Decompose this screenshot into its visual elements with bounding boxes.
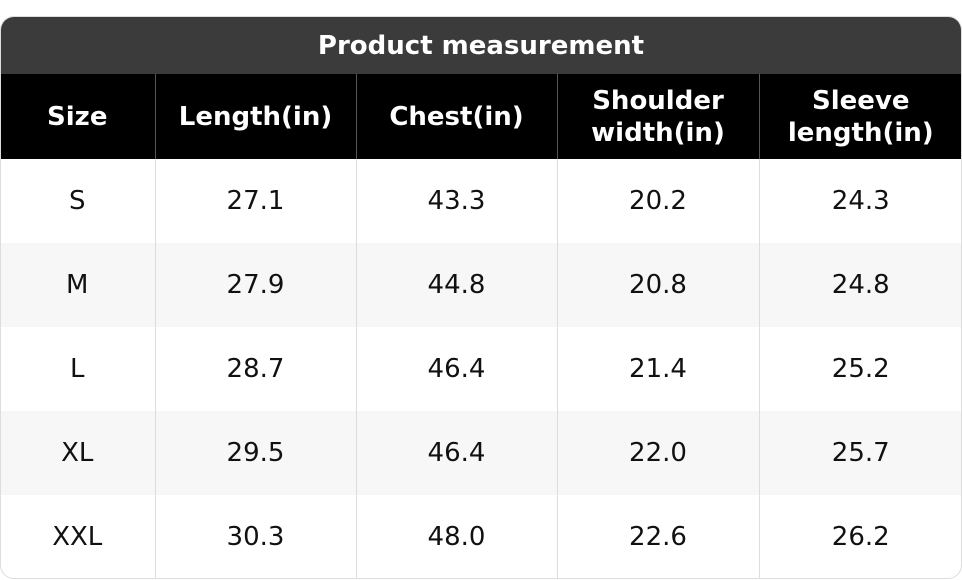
table-cell: L [70, 354, 85, 384]
table-cell: 20.8 [556, 243, 759, 327]
table-cell: 46.4 [355, 411, 557, 495]
table-cell: 27.9 [154, 243, 356, 327]
table-cell: 21.4 [556, 327, 759, 411]
table-body: S 27.1 43.3 20.2 24.3 M 27.9 44.8 20.8 24.8 L 28.7 4… [1, 159, 961, 578]
table-row: XXL 30.3 48.0 22.6 26.2 [1, 495, 961, 578]
table-cell: 22.0 [556, 411, 759, 495]
column-header: Size [1, 74, 155, 159]
table-cell: 30.3 [154, 495, 356, 578]
table-title: Product measurement [1, 17, 961, 74]
table-cell: 26.2 [758, 495, 961, 578]
table-cell: 22.6 [556, 495, 759, 578]
table-cell: XXL [52, 522, 103, 552]
table-cell: 48.0 [355, 495, 557, 578]
column-header: Shoulder width(in) [556, 74, 759, 159]
table-row: M 27.9 44.8 20.8 24.8 [1, 243, 961, 327]
table-cell: 43.3 [355, 159, 557, 243]
table-cell: 24.8 [758, 243, 961, 327]
table-row: L 28.7 46.4 21.4 25.2 [1, 327, 961, 411]
table-cell: 27.1 [154, 159, 356, 243]
column-header: Length(in) [154, 74, 356, 159]
table-cell: 28.7 [154, 327, 356, 411]
table-cell: 46.4 [355, 327, 557, 411]
table-row: S 27.1 43.3 20.2 24.3 [1, 159, 961, 243]
table-cell: XL [1, 411, 155, 495]
table-cell: 25.7 [758, 411, 961, 495]
table-cell: 20.2 [556, 159, 759, 243]
column-header: Chest(in) [355, 74, 557, 159]
table-cell: M [1, 243, 155, 327]
table-row: XL 29.5 46.4 22.0 25.7 [1, 411, 961, 495]
table-cell: 29.5 [154, 411, 356, 495]
table-cell: S [68, 186, 86, 216]
table-cell: 24.3 [758, 159, 961, 243]
measurement-card: Product measurement Size Length(in) Chest(… [0, 16, 962, 579]
table-cell: 25.2 [758, 327, 961, 411]
header-row: Size Length(in) Chest(in) Shoulder width(in… [1, 74, 961, 159]
column-header: Sleeve length(in) [758, 74, 961, 159]
size-table: Size Length(in) Chest(in) Shoulder width(in… [1, 74, 961, 578]
table-cell: 44.8 [355, 243, 557, 327]
